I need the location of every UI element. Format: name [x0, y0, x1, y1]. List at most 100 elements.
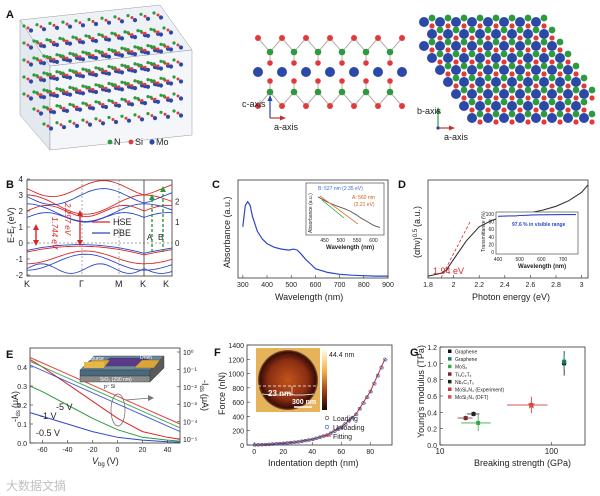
atom-mo [119, 87, 125, 92]
data-point [463, 416, 468, 421]
atom-n [55, 121, 59, 125]
atom-si [387, 60, 393, 66]
atom-n [123, 47, 127, 51]
b-axis-label: b-axis [417, 106, 442, 116]
atom-n [42, 122, 46, 126]
atom-n [492, 38, 500, 46]
afm-height: 44.4 nm [329, 352, 354, 359]
atom-si [589, 119, 595, 125]
si-atom-swatch [128, 139, 134, 145]
atom-n [532, 98, 540, 106]
atom-n [532, 26, 540, 34]
atom-n [58, 36, 62, 41]
band-line-k [143, 247, 173, 254]
atom-n [113, 83, 117, 87]
atom-n [580, 98, 588, 106]
transfer-y-left-main: -I [10, 417, 20, 423]
atom-n [290, 88, 298, 96]
tauc-y-label: (αhν)0.5(a.u.) [412, 206, 422, 258]
atom-si [445, 23, 451, 29]
atom-n [146, 44, 150, 48]
atom-si [557, 47, 563, 53]
absorbance-curve [242, 200, 388, 277]
atom-n [564, 98, 572, 106]
atom-mo [531, 113, 541, 123]
atom-mo [459, 77, 469, 87]
atom-n [45, 55, 49, 59]
absorbance-x-tick: 600 [310, 282, 322, 289]
atom-n [152, 11, 156, 15]
atom-mo [531, 89, 541, 99]
atom-si [65, 73, 69, 77]
atom-si [279, 103, 285, 109]
band-y-tick: -1 [16, 255, 24, 264]
atom-n [172, 75, 176, 79]
atom-si [156, 30, 160, 34]
atom-mo [515, 89, 525, 99]
absorbance-y-label: Absorbance (a.u.) [222, 196, 232, 268]
atom-mo [28, 79, 34, 84]
atom-mo [178, 96, 184, 101]
modulus-y-tick: 1.2 [427, 345, 437, 352]
atom-si [291, 60, 297, 66]
tauc-y-label-main: (αhν) [412, 237, 422, 258]
atom-si [375, 35, 381, 41]
atom-n [172, 41, 176, 45]
force-x-tick: 40 [308, 449, 316, 456]
atom-mo [563, 113, 573, 123]
transfer-y-left-unit: (μA) [10, 391, 20, 408]
transfer-x-ticks: -60 -40 -20 0 20 40 [37, 440, 171, 454]
atom-si [176, 60, 180, 64]
absorbance-x-tick: 700 [334, 282, 346, 289]
atom-n [48, 72, 52, 76]
atom-mo [67, 41, 73, 46]
band-y-tick: 1 [19, 223, 24, 232]
atom-n [74, 87, 78, 91]
atom-n [362, 48, 370, 56]
atom-mo [515, 41, 525, 51]
band-frame [26, 179, 173, 277]
atom-si [65, 39, 69, 43]
absorbance-x-tick: 800 [358, 282, 370, 289]
atom-n [508, 62, 516, 70]
transfer-frame [29, 347, 181, 444]
atom-mo [547, 113, 557, 123]
atom-n [58, 70, 62, 74]
atom-n [42, 105, 46, 109]
atom-n [113, 15, 117, 19]
atom-n [61, 20, 65, 24]
atom-mo [483, 41, 493, 51]
atom-si [573, 119, 579, 125]
atom-mo [126, 118, 132, 123]
band-line [26, 180, 145, 198]
absorbance-chart: 300 400 500 600 700 800 900 Wavelength (nm) Ab… [222, 179, 394, 302]
band-y-label-main: E-E [6, 228, 16, 243]
atom-n [61, 71, 65, 75]
atom-n [110, 99, 114, 103]
atom-mo [106, 54, 112, 59]
atom-n [32, 56, 36, 60]
atom-n [71, 35, 75, 39]
unloading-point [355, 412, 359, 417]
atom-mo [106, 37, 112, 42]
atom-si [104, 52, 108, 56]
atom-si [493, 119, 499, 125]
atom-si [62, 106, 66, 110]
transfer-curve-log [29, 360, 181, 429]
transfer-y-tick-right: 10⁻¹ [183, 367, 197, 374]
atom-n [572, 62, 580, 70]
atom-si [52, 74, 56, 78]
atom-mo [499, 41, 509, 51]
atom-si [104, 35, 108, 39]
band-y-tick: 2 [19, 207, 24, 216]
atom-n [48, 89, 52, 93]
atom-si [36, 109, 40, 113]
atom-n [126, 48, 130, 52]
band-line [26, 245, 145, 256]
band-line [26, 203, 145, 222]
a-axis-label-top: a-axis [444, 132, 469, 142]
atom-si [117, 34, 121, 38]
data-point [527, 401, 536, 409]
atom-n [588, 86, 596, 94]
device-schematic: Source Drain SiO₂ (290 nm) p⁺ Si [79, 355, 165, 390]
